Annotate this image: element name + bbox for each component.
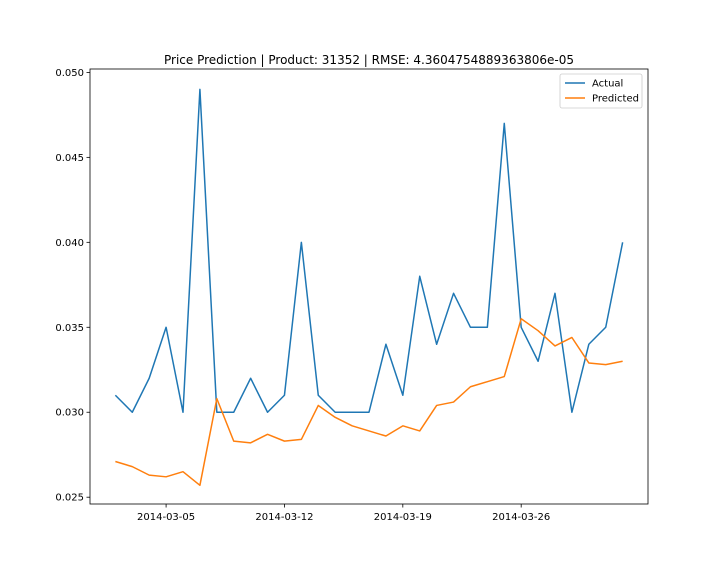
series-line-predicted xyxy=(115,318,623,487)
chart-title: Price Prediction | Product: 31352 | RMSE… xyxy=(164,53,574,67)
x-tick-label: 2014-03-19 xyxy=(374,512,432,523)
plot-frame xyxy=(89,68,649,505)
axes: 0.025 0.030 0.035 0.040 0.045 0.050 2014-03-05… xyxy=(55,68,649,523)
y-tick-label: 0.025 xyxy=(55,493,84,504)
legend-label-predicted: Predicted xyxy=(592,94,639,105)
y-tick-label: 0.045 xyxy=(55,153,84,164)
x-tick-label: 2014-03-26 xyxy=(492,512,550,523)
legend-label-actual: Actual xyxy=(592,79,623,90)
series-lines xyxy=(114,88,624,487)
x-tick-label: 2014-03-05 xyxy=(137,512,195,523)
y-tick-label: 0.030 xyxy=(55,408,84,419)
y-tick-label: 0.050 xyxy=(55,68,84,79)
y-tick-label: 0.035 xyxy=(55,323,84,334)
y-tick-label: 0.040 xyxy=(55,238,84,249)
series-line-actual xyxy=(114,88,624,413)
legend: Actual Predicted xyxy=(559,73,643,109)
x-tick-label: 2014-03-12 xyxy=(255,512,313,523)
